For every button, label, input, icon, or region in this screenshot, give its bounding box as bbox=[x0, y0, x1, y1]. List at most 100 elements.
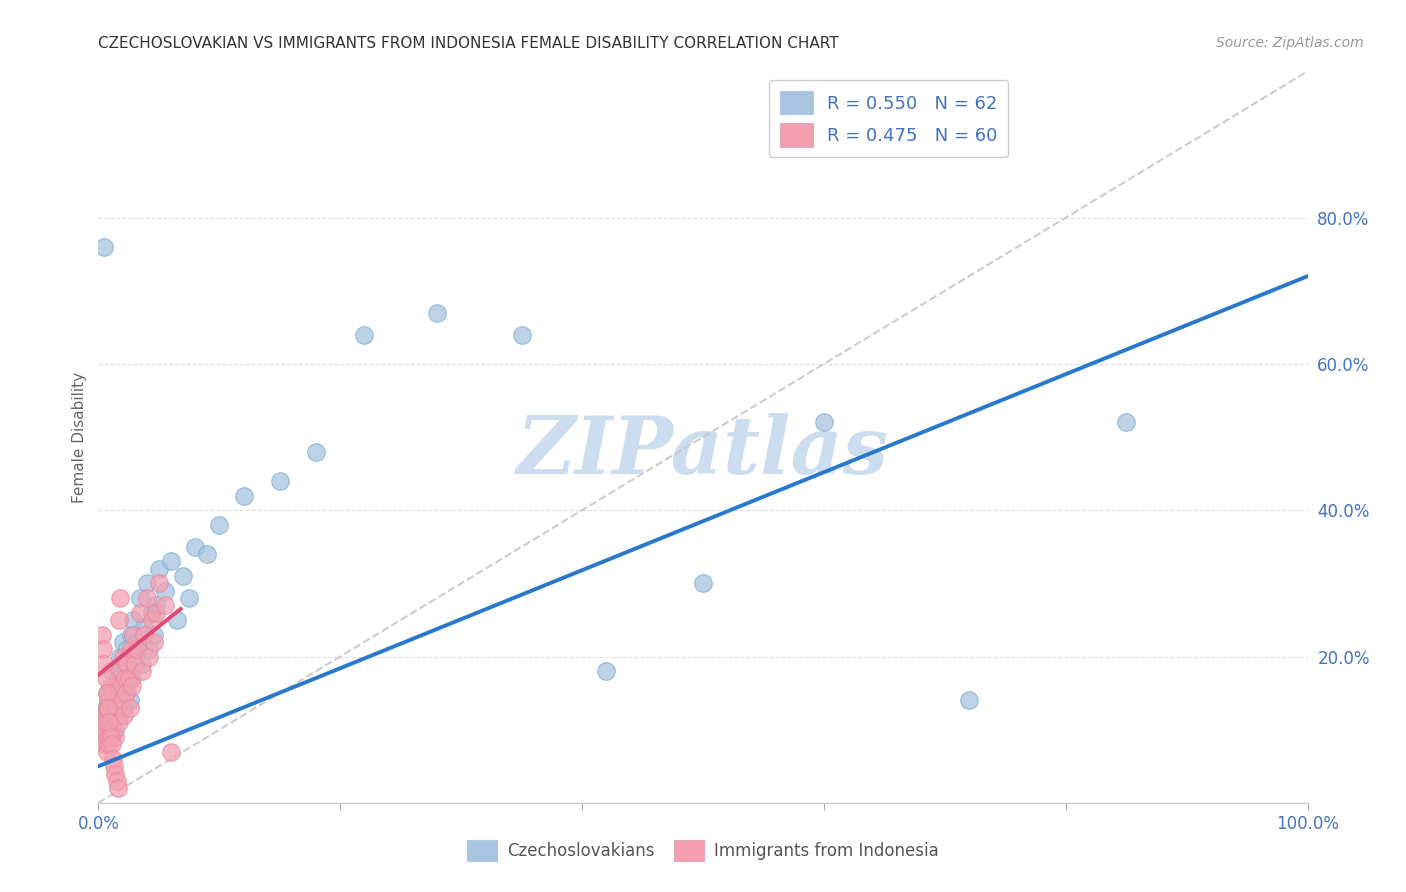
Point bbox=[118, 672, 141, 686]
Point bbox=[101, 686, 124, 700]
Point bbox=[91, 642, 114, 657]
Point bbox=[98, 737, 121, 751]
Point bbox=[143, 627, 166, 641]
Point bbox=[118, 700, 141, 714]
Point bbox=[114, 672, 136, 686]
Point bbox=[184, 540, 207, 554]
Point bbox=[112, 700, 135, 714]
Point bbox=[269, 474, 291, 488]
Point bbox=[91, 723, 114, 737]
Point bbox=[111, 635, 134, 649]
Point bbox=[120, 627, 142, 641]
Point bbox=[115, 686, 138, 700]
Point bbox=[91, 730, 114, 744]
Point bbox=[100, 737, 122, 751]
Point bbox=[131, 657, 153, 671]
Point bbox=[124, 649, 146, 664]
Point bbox=[96, 745, 118, 759]
Legend: Czechoslovakians, Immigrants from Indonesia: Czechoslovakians, Immigrants from Indone… bbox=[460, 833, 946, 868]
Point bbox=[153, 583, 176, 598]
Point bbox=[135, 576, 157, 591]
Point bbox=[103, 708, 125, 723]
Point bbox=[100, 715, 122, 730]
Point bbox=[117, 657, 139, 671]
Point bbox=[100, 723, 122, 737]
Point bbox=[108, 591, 131, 605]
Point bbox=[208, 517, 231, 532]
Point bbox=[108, 708, 131, 723]
Point bbox=[105, 773, 128, 788]
Point bbox=[104, 766, 127, 780]
Point bbox=[128, 606, 150, 620]
Point bbox=[957, 693, 980, 707]
Point bbox=[93, 240, 115, 254]
Point bbox=[111, 649, 134, 664]
Point bbox=[110, 693, 132, 707]
Point bbox=[127, 635, 149, 649]
Point bbox=[134, 627, 156, 641]
Point bbox=[120, 642, 142, 657]
Point bbox=[104, 730, 127, 744]
Text: Source: ZipAtlas.com: Source: ZipAtlas.com bbox=[1216, 36, 1364, 50]
Point bbox=[91, 627, 114, 641]
Point bbox=[100, 730, 122, 744]
Point bbox=[813, 416, 835, 430]
Point bbox=[100, 679, 122, 693]
Point bbox=[93, 708, 115, 723]
Point bbox=[134, 620, 156, 634]
Point bbox=[104, 723, 127, 737]
Point bbox=[179, 591, 201, 605]
Point bbox=[97, 693, 120, 707]
Text: CZECHOSLOVAKIAN VS IMMIGRANTS FROM INDONESIA FEMALE DISABILITY CORRELATION CHART: CZECHOSLOVAKIAN VS IMMIGRANTS FROM INDON… bbox=[98, 36, 839, 51]
Point bbox=[93, 737, 115, 751]
Point bbox=[232, 489, 254, 503]
Point bbox=[98, 715, 121, 730]
Point bbox=[131, 664, 153, 678]
Point bbox=[107, 679, 129, 693]
Point bbox=[148, 562, 170, 576]
Point bbox=[96, 686, 118, 700]
Point bbox=[91, 708, 114, 723]
Point bbox=[692, 576, 714, 591]
Point bbox=[510, 327, 533, 342]
Point bbox=[117, 642, 139, 657]
Point bbox=[128, 591, 150, 605]
Point bbox=[353, 327, 375, 342]
Point bbox=[127, 642, 149, 657]
Point bbox=[97, 730, 120, 744]
Point bbox=[91, 723, 114, 737]
Point bbox=[305, 444, 328, 458]
Point bbox=[100, 715, 122, 730]
Point bbox=[93, 715, 115, 730]
Point bbox=[96, 686, 118, 700]
Point bbox=[122, 613, 145, 627]
Point bbox=[138, 642, 160, 657]
Point bbox=[166, 613, 188, 627]
Point bbox=[160, 554, 183, 568]
Point bbox=[98, 730, 121, 744]
Point bbox=[595, 664, 617, 678]
Point bbox=[114, 657, 136, 671]
Text: ZIPatlas: ZIPatlas bbox=[517, 413, 889, 491]
Point bbox=[101, 752, 124, 766]
Point bbox=[100, 664, 122, 678]
Point bbox=[1115, 416, 1137, 430]
Y-axis label: Female Disability: Female Disability bbox=[72, 371, 87, 503]
Point bbox=[97, 723, 120, 737]
Point bbox=[143, 635, 166, 649]
Point bbox=[103, 700, 125, 714]
Point bbox=[195, 547, 218, 561]
Point bbox=[105, 700, 128, 714]
Point bbox=[94, 672, 117, 686]
Point bbox=[94, 700, 117, 714]
Point bbox=[138, 649, 160, 664]
Point bbox=[94, 715, 117, 730]
Point bbox=[100, 708, 122, 723]
Point bbox=[160, 745, 183, 759]
Point bbox=[115, 679, 138, 693]
Point bbox=[103, 759, 125, 773]
Point bbox=[108, 664, 131, 678]
Point bbox=[426, 306, 449, 320]
Point bbox=[105, 693, 128, 707]
Point bbox=[141, 606, 163, 620]
